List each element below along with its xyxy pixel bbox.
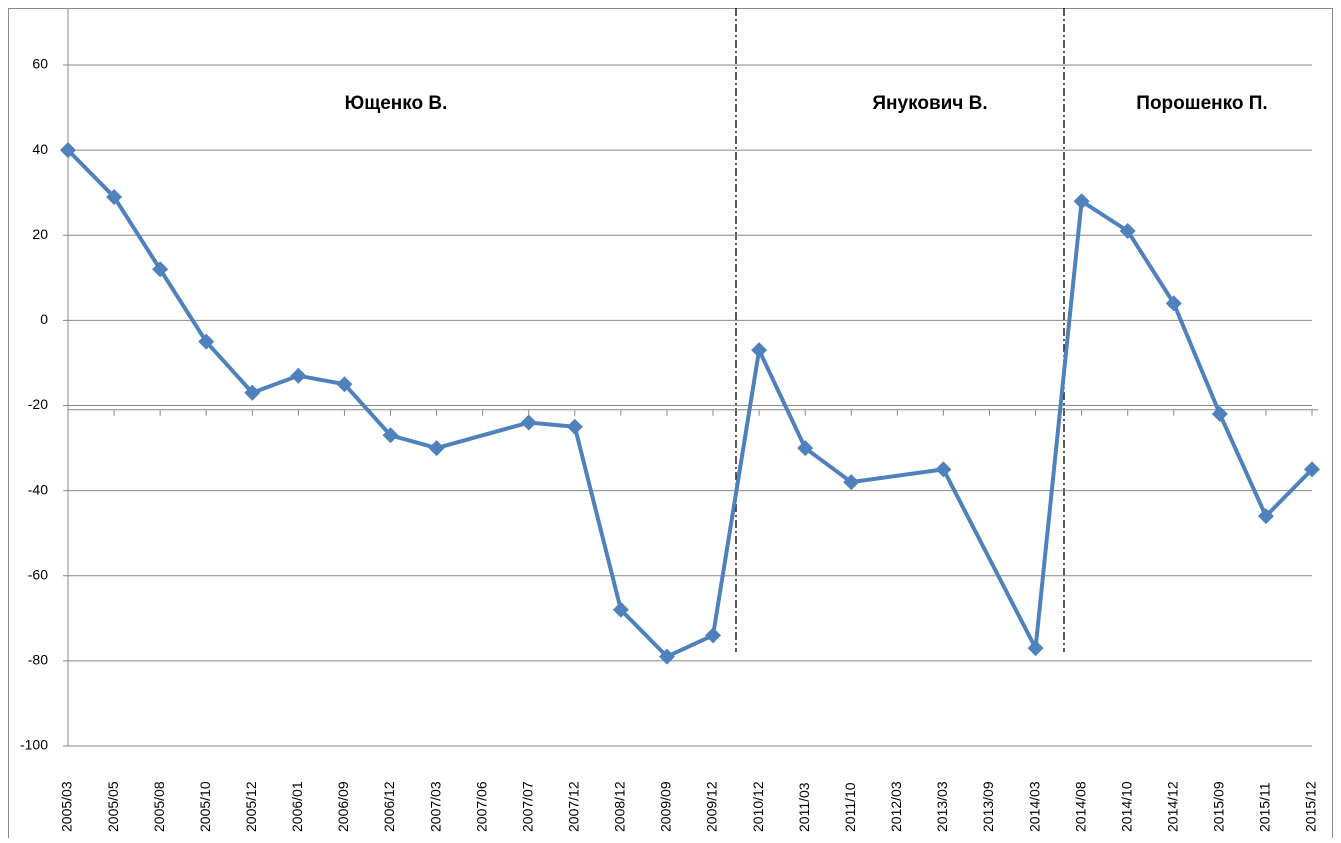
- x-tick-label: 2005/08: [151, 781, 167, 832]
- x-tick-label: 2014/08: [1072, 781, 1088, 832]
- data-point: [612, 601, 629, 618]
- data-point: [1165, 295, 1182, 312]
- x-tick-label: 2011/10: [842, 782, 858, 832]
- y-tick-label: 20: [32, 226, 48, 242]
- data-point: [1119, 222, 1136, 239]
- data-point: [198, 333, 215, 350]
- annotation: Порошенко П.: [1136, 93, 1267, 114]
- x-tick-label: 2015/12: [1303, 781, 1319, 832]
- x-tick-label: 2006/01: [289, 781, 305, 832]
- x-tick-label: 2013/03: [934, 781, 950, 832]
- x-tick-label: 2007/03: [427, 781, 443, 832]
- data-point: [106, 188, 123, 205]
- data-point: [751, 342, 768, 359]
- x-tick-label: 2007/07: [519, 781, 535, 832]
- data-point: [1257, 508, 1274, 525]
- data-point: [658, 648, 675, 665]
- x-tick-label: 2015/09: [1211, 781, 1227, 832]
- data-point: [1073, 193, 1090, 210]
- data-point: [428, 440, 445, 457]
- x-tick-label: 2009/12: [704, 781, 720, 832]
- data-point: [1027, 640, 1044, 657]
- y-tick-label: -100: [20, 737, 48, 753]
- data-point: [60, 142, 76, 159]
- x-tick-label: 2005/10: [197, 781, 213, 832]
- x-tick-label: 2015/11: [1257, 782, 1273, 832]
- annotation: Янукович В.: [872, 93, 987, 114]
- x-tick-label: 2014/12: [1164, 781, 1180, 832]
- x-tick-label: 2006/12: [381, 781, 397, 832]
- x-tick-label: 2005/12: [243, 781, 259, 832]
- data-point: [705, 627, 722, 644]
- y-tick-label: -20: [28, 396, 48, 412]
- data-point: [797, 440, 814, 457]
- data-point: [244, 384, 261, 401]
- data-point: [1211, 406, 1228, 423]
- y-tick-label: -60: [28, 566, 48, 582]
- x-tick-label: 2009/09: [658, 781, 674, 832]
- y-tick-label: -40: [28, 481, 48, 497]
- y-tick-label: 40: [32, 141, 48, 157]
- data-point: [290, 367, 307, 384]
- x-tick-label: 2005/05: [105, 781, 121, 832]
- data-point: [382, 427, 399, 444]
- data-point: [566, 418, 583, 435]
- data-point: [935, 461, 952, 478]
- chart-border: [8, 8, 1333, 839]
- x-tick-label: 2014/03: [1026, 781, 1042, 832]
- data-point: [520, 414, 537, 431]
- x-tick-label: 2012/03: [888, 781, 904, 832]
- x-tick-label: 2013/09: [980, 781, 996, 832]
- x-tick-label: 2007/06: [473, 781, 489, 832]
- x-tick-label: 2007/12: [566, 781, 582, 832]
- x-tick-label: 2006/09: [335, 781, 351, 832]
- data-point: [152, 261, 169, 278]
- data-point: [1304, 461, 1320, 478]
- annotation: Ющенко В.: [345, 93, 448, 114]
- data-point: [843, 474, 860, 491]
- y-tick-label: -80: [28, 652, 48, 668]
- data-point: [336, 376, 353, 393]
- x-tick-label: 2011/03: [796, 782, 812, 832]
- x-tick-label: 2005/03: [59, 781, 75, 832]
- y-tick-label: 0: [40, 311, 48, 327]
- x-tick-label: 2014/10: [1118, 781, 1134, 832]
- y-tick-label: 60: [32, 56, 48, 72]
- x-tick-label: 2008/12: [612, 781, 628, 832]
- x-tick-label: 2010/12: [750, 781, 766, 832]
